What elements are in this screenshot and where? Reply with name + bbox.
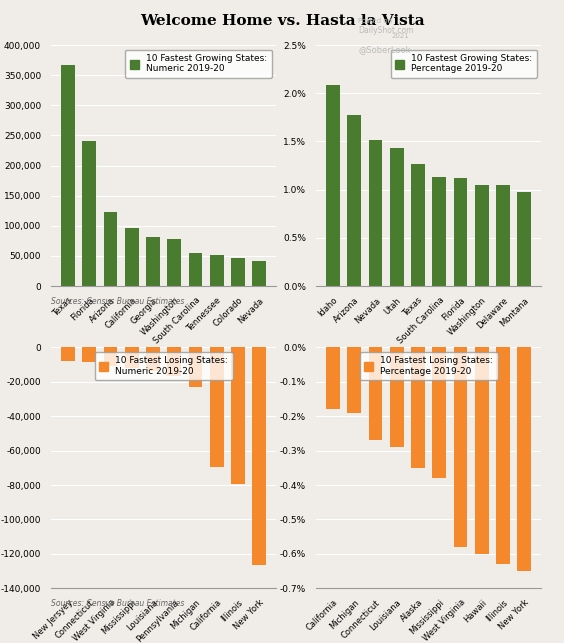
Legend: 10 Fastest Losing States:
Numeric 2019-20: 10 Fastest Losing States: Numeric 2019-2… xyxy=(95,352,232,380)
Bar xyxy=(104,212,117,286)
Bar xyxy=(168,347,181,376)
Bar xyxy=(517,192,531,286)
Bar xyxy=(411,347,425,468)
Bar xyxy=(61,65,75,286)
Bar xyxy=(82,347,96,362)
Text: Welcome Home vs. Hasta la Vista: Welcome Home vs. Hasta la Vista xyxy=(140,14,424,28)
Bar xyxy=(61,347,75,361)
Bar xyxy=(347,116,361,286)
Bar xyxy=(146,347,160,371)
Bar xyxy=(496,347,510,565)
Bar xyxy=(188,347,202,387)
Bar xyxy=(496,185,510,286)
Text: Posted on: Posted on xyxy=(358,18,393,24)
Bar xyxy=(433,177,446,286)
Bar xyxy=(252,261,266,286)
Bar xyxy=(231,258,245,286)
Bar xyxy=(453,347,468,547)
Bar xyxy=(326,347,340,409)
Bar xyxy=(369,140,382,286)
Bar xyxy=(411,164,425,286)
Bar xyxy=(82,141,96,286)
Bar xyxy=(390,347,404,447)
Legend: 10 Fastest Growing States:
Numeric 2019-20: 10 Fastest Growing States: Numeric 2019-… xyxy=(125,50,272,78)
Legend: 10 Fastest Losing States:
Percentage 2019-20: 10 Fastest Losing States: Percentage 201… xyxy=(360,352,497,380)
Bar xyxy=(390,149,404,286)
Bar xyxy=(168,239,181,286)
Bar xyxy=(453,178,468,286)
Bar xyxy=(125,347,139,368)
Text: @SoberLook: @SoberLook xyxy=(358,45,411,54)
Bar xyxy=(125,228,139,286)
Text: Sources: Census Bureau Estimates: Sources: Census Bureau Estimates xyxy=(51,599,184,608)
Bar xyxy=(517,347,531,571)
Bar xyxy=(104,347,117,366)
Legend: 10 Fastest Growing States:
Percentage 2019-20: 10 Fastest Growing States: Percentage 20… xyxy=(390,50,537,78)
Bar xyxy=(326,84,340,286)
Bar xyxy=(231,347,245,484)
Bar xyxy=(347,347,361,413)
Bar xyxy=(188,253,202,286)
Bar xyxy=(252,347,266,565)
Bar xyxy=(433,347,446,478)
Bar xyxy=(210,347,223,467)
Bar xyxy=(146,237,160,286)
Text: DailyShot.com: DailyShot.com xyxy=(358,26,413,35)
Bar xyxy=(210,255,223,286)
Bar xyxy=(475,185,488,286)
Text: Sources: Census Bureau Estimates: Sources: Census Bureau Estimates xyxy=(51,297,184,306)
Bar xyxy=(475,347,488,554)
Text: 2021: 2021 xyxy=(392,33,409,39)
Bar xyxy=(369,347,382,440)
